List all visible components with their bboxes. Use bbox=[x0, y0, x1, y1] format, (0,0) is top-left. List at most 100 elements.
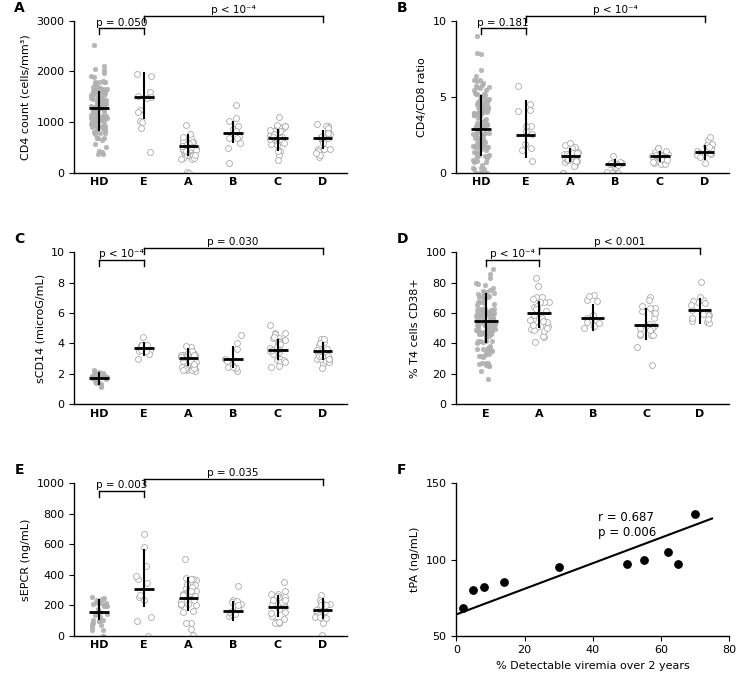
Point bbox=[88, 618, 100, 629]
Point bbox=[321, 343, 333, 354]
Point bbox=[320, 612, 332, 623]
Point bbox=[472, 118, 484, 129]
Point bbox=[96, 147, 108, 158]
Point bbox=[133, 591, 145, 603]
Point bbox=[177, 356, 189, 367]
Point bbox=[469, 107, 481, 118]
Point bbox=[634, 328, 646, 339]
Point bbox=[474, 312, 486, 323]
Point bbox=[512, 80, 524, 91]
Point bbox=[187, 359, 199, 370]
Point bbox=[97, 149, 109, 160]
Point bbox=[635, 300, 647, 311]
Point bbox=[531, 303, 543, 314]
Point bbox=[469, 142, 481, 153]
Point bbox=[649, 303, 661, 314]
Point bbox=[269, 618, 281, 629]
Point bbox=[95, 83, 107, 94]
Point bbox=[471, 126, 483, 138]
Point bbox=[538, 296, 550, 307]
Point bbox=[476, 160, 488, 171]
Point bbox=[272, 616, 284, 627]
Point bbox=[316, 350, 328, 361]
Point bbox=[271, 139, 283, 150]
Point bbox=[484, 312, 496, 323]
Point bbox=[473, 126, 485, 137]
Point bbox=[185, 132, 196, 143]
Point bbox=[483, 150, 495, 161]
Point bbox=[180, 146, 192, 157]
Point bbox=[478, 120, 490, 131]
Point bbox=[176, 351, 187, 362]
Point bbox=[474, 303, 486, 314]
Point bbox=[186, 142, 198, 153]
Text: C: C bbox=[14, 232, 25, 246]
Point bbox=[138, 594, 150, 605]
Point bbox=[472, 97, 484, 108]
Point bbox=[700, 141, 712, 152]
Point bbox=[181, 589, 193, 600]
Point bbox=[317, 617, 329, 628]
Point bbox=[87, 106, 99, 117]
Point bbox=[222, 356, 234, 367]
Point bbox=[563, 149, 575, 160]
Point bbox=[189, 579, 201, 590]
Point bbox=[279, 586, 291, 597]
Point bbox=[541, 317, 553, 328]
Point bbox=[187, 152, 199, 163]
Point bbox=[264, 319, 276, 330]
Point bbox=[480, 329, 492, 340]
Text: A: A bbox=[14, 1, 25, 15]
Point bbox=[225, 359, 237, 370]
Point bbox=[90, 102, 102, 113]
Point bbox=[98, 84, 110, 95]
Point bbox=[189, 349, 201, 360]
Point bbox=[98, 90, 110, 101]
Point bbox=[190, 143, 202, 154]
Point bbox=[177, 144, 189, 155]
Point bbox=[525, 142, 537, 153]
Point bbox=[264, 342, 276, 353]
Point bbox=[231, 99, 243, 110]
Point bbox=[190, 149, 202, 160]
Point bbox=[571, 147, 583, 158]
Y-axis label: sCD14 (microG/mL): sCD14 (microG/mL) bbox=[35, 274, 45, 383]
Point bbox=[471, 152, 483, 163]
Point bbox=[483, 361, 495, 372]
Point bbox=[271, 136, 283, 147]
Point bbox=[99, 125, 111, 136]
Point bbox=[185, 623, 197, 634]
Point bbox=[227, 594, 239, 605]
Point bbox=[144, 146, 156, 158]
Point bbox=[267, 332, 279, 343]
Point bbox=[475, 141, 487, 152]
Point bbox=[484, 305, 496, 316]
Point bbox=[489, 307, 501, 319]
Point bbox=[275, 133, 286, 144]
Point bbox=[478, 116, 490, 127]
Point bbox=[266, 348, 278, 359]
Point bbox=[318, 143, 330, 154]
Point bbox=[187, 629, 199, 640]
Point bbox=[322, 133, 334, 144]
Point bbox=[86, 591, 98, 603]
Point bbox=[475, 90, 487, 101]
Point bbox=[227, 361, 239, 372]
Point bbox=[487, 325, 498, 337]
Point bbox=[316, 131, 328, 142]
Point bbox=[177, 589, 189, 600]
Point bbox=[86, 113, 97, 124]
Point bbox=[557, 167, 569, 178]
Point bbox=[96, 97, 108, 108]
Point bbox=[97, 372, 109, 383]
Point bbox=[233, 131, 245, 142]
Point bbox=[478, 97, 490, 108]
Point bbox=[481, 142, 493, 153]
Point bbox=[86, 372, 98, 384]
Point bbox=[472, 149, 484, 160]
Point bbox=[176, 352, 188, 363]
Point bbox=[188, 360, 200, 371]
Point bbox=[184, 350, 196, 361]
Point bbox=[273, 603, 285, 614]
Point bbox=[474, 167, 486, 178]
